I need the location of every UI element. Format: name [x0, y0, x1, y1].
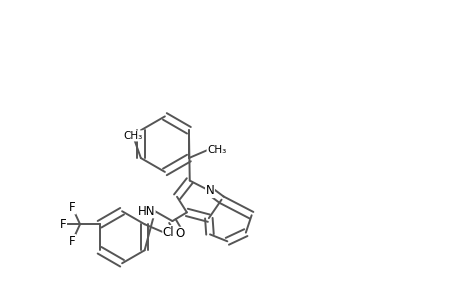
Text: F: F	[69, 235, 75, 248]
Text: CH₃: CH₃	[123, 131, 142, 141]
Text: O: O	[175, 227, 184, 240]
Text: Cl: Cl	[162, 226, 174, 238]
Text: F: F	[60, 218, 66, 231]
Text: F: F	[69, 201, 75, 214]
Text: CH₃: CH₃	[207, 145, 226, 155]
Text: HN: HN	[137, 205, 155, 218]
Text: N: N	[205, 184, 214, 197]
